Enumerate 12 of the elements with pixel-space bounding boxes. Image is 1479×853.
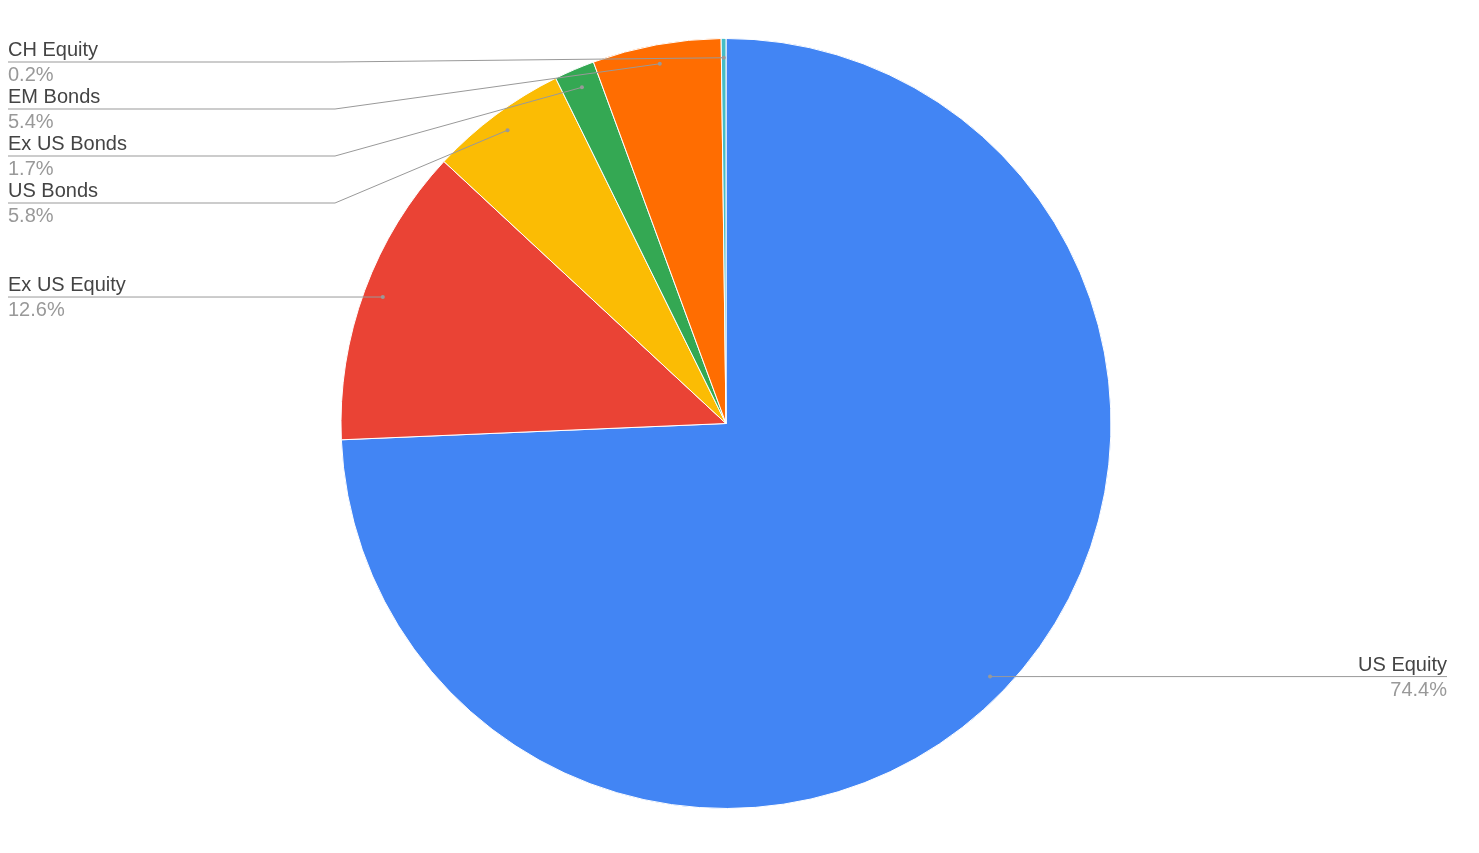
- data-label: 74.4%: [1390, 677, 1448, 700]
- data-label: 1.7%: [8, 157, 54, 179]
- data-label: 12.6%: [8, 298, 65, 321]
- slice-label: Ex US Equity: [8, 273, 126, 296]
- slice-label: US Bonds: [8, 179, 99, 201]
- data-label: 0.2%: [8, 63, 54, 85]
- slice-label: US Equity: [1358, 652, 1447, 675]
- slice-label: EM Bonds: [8, 85, 101, 107]
- slice-label: CH Equity: [8, 38, 99, 60]
- slice-label: Ex US Bonds: [8, 132, 127, 154]
- data-label: 5.8%: [8, 204, 54, 226]
- data-label: 5.4%: [8, 110, 54, 132]
